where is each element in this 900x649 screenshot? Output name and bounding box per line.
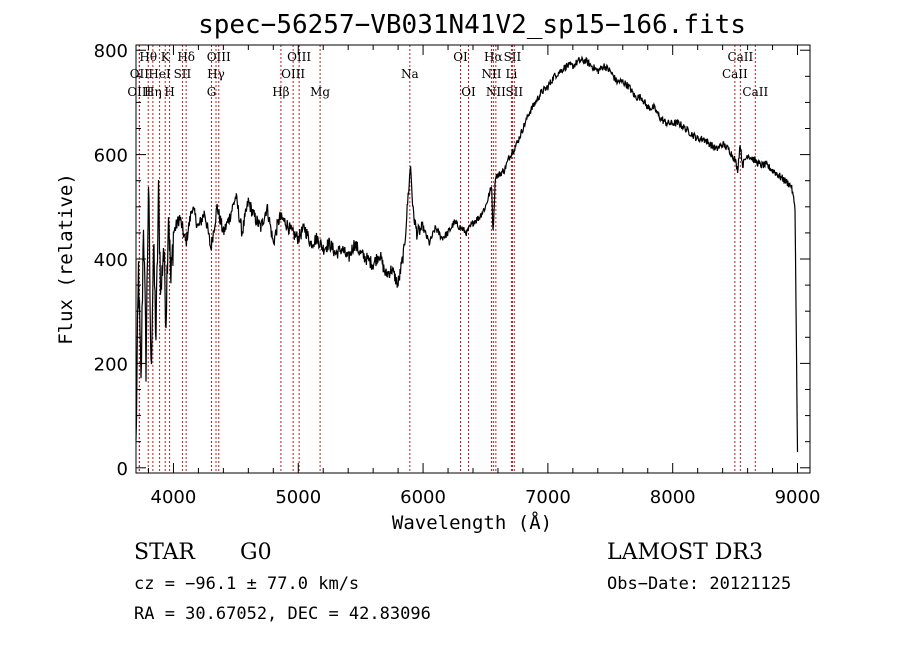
x-tick-label: 7000 <box>525 487 571 508</box>
line-marker-label: Li <box>506 67 518 81</box>
line-marker-label: OII <box>130 67 150 81</box>
y-tick-label: 0 <box>117 459 128 480</box>
line-marker-label: CaII <box>722 67 748 81</box>
y-tick-label: 800 <box>94 41 128 62</box>
line-marker-label: K <box>161 50 171 64</box>
line-markers <box>138 45 756 473</box>
line-marker-label: OIII <box>207 50 231 64</box>
line-marker-label: CaII <box>742 85 768 99</box>
line-marker-label: H <box>164 85 174 99</box>
line-marker-label: OIII <box>127 85 151 99</box>
x-tick-label: 5000 <box>275 487 321 508</box>
obs-date: Obs−Date: 20121125 <box>607 574 791 594</box>
y-tick-label: 600 <box>94 146 128 167</box>
plot-frame <box>135 44 811 474</box>
line-marker-label: Hθ <box>139 50 157 64</box>
x-axis-ticks: 4000 5000 6000 7000 8000 9000 <box>147 45 821 508</box>
line-marker-label: OIII <box>281 67 305 81</box>
line-marker-label: NII <box>481 67 501 81</box>
line-marker-label: Hδ <box>177 50 195 64</box>
line-marker-label: Hβ <box>272 85 289 99</box>
y-axis-label: Flux (relative) <box>55 173 77 345</box>
line-marker-label: SII <box>174 67 192 81</box>
x-axis-label: Wavelength (Å) <box>392 511 552 534</box>
line-marker-label: SII <box>505 85 523 99</box>
coordinates: RA = 30.67052, DEC = 42.83096 <box>134 604 431 624</box>
x-tick-label: 8000 <box>650 487 696 508</box>
object-subclass: G0 <box>240 540 272 565</box>
line-marker-labels: HθOIIOIIIHηHeIKHSIIHδGHγOIIIHβOIIIOIIIMg… <box>127 50 768 99</box>
line-marker-label: CaII <box>727 50 753 64</box>
line-marker-label: G <box>207 85 217 99</box>
line-marker-label: Hη <box>144 85 162 99</box>
line-marker-label: OI <box>461 85 476 99</box>
line-marker-label: HeI <box>148 67 171 81</box>
y-axis-ticks: 0 200 400 600 800 <box>94 41 810 480</box>
line-marker-label: Na <box>401 67 419 81</box>
x-tick-label: 9000 <box>775 487 821 508</box>
line-marker-label: SII <box>504 50 522 64</box>
x-tick-label: 4000 <box>151 487 197 508</box>
spectrum-line <box>135 55 799 453</box>
redshift-cz: cz = −96.1 ± 77.0 km/s <box>134 574 359 594</box>
line-marker-label: Hα <box>484 50 503 64</box>
line-marker-label: OI <box>453 50 468 64</box>
line-marker-label: Mg <box>310 85 330 99</box>
object-class: STAR <box>134 540 196 565</box>
line-marker-label: NII <box>486 85 506 99</box>
chart-title: spec−56257−VB031N41V2_sp15−166.fits <box>198 10 746 40</box>
y-tick-label: 200 <box>94 354 128 375</box>
survey-name: LAMOST DR3 <box>607 540 763 565</box>
line-marker-label: Hγ <box>207 67 225 81</box>
x-tick-label: 6000 <box>400 487 446 508</box>
y-tick-label: 400 <box>94 250 128 271</box>
line-marker-label: OIII <box>287 50 311 64</box>
